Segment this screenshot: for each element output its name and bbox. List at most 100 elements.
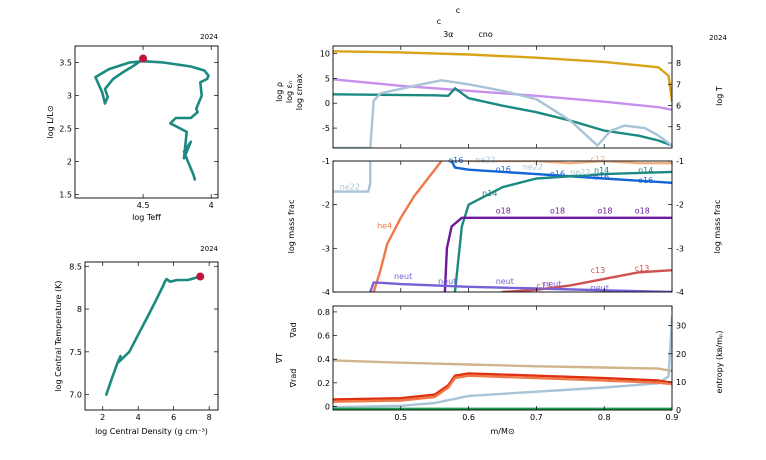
mid-species-label: n14 xyxy=(594,166,609,175)
bot-y2label: entropy (kʙ/mₚ) xyxy=(715,331,724,394)
rhot-xtick-label: 8 xyxy=(207,413,212,422)
bot-ylabel-1: ∇T xyxy=(275,353,284,364)
bot-ytick-label: 0.8 xyxy=(317,308,330,317)
bot-xlabel: m/M⊙ xyxy=(490,427,514,436)
bot-xtick-label: 0.5 xyxy=(394,413,407,422)
top-reaction-label-3: cno xyxy=(478,30,492,39)
mid-species-label: o18 xyxy=(635,206,650,215)
mid-series-o18 xyxy=(443,216,672,292)
bot-series-grad-ad xyxy=(333,359,672,373)
hr-ytick-label: 2 xyxy=(67,158,72,167)
top-ylabel-0: log ρ xyxy=(275,82,284,102)
bot-xtick-label: 0.6 xyxy=(462,413,475,422)
mid-species-label: o16 xyxy=(496,165,511,174)
profile-top-panel: -5 0 5 10 5 6 7 8 2024 log ρ log εₙ log εmax log T c c… xyxy=(275,6,727,149)
hr-frame xyxy=(74,45,219,199)
rhot-ytick-label: 7.0 xyxy=(69,391,82,400)
mid-ytick-right-label: -2 xyxy=(676,201,684,210)
top-ytick-label: 10 xyxy=(320,49,330,58)
mid-species-label: n14 xyxy=(482,189,497,198)
hr-ytick-label: 3 xyxy=(67,92,72,101)
mid-species-label: he4 xyxy=(377,222,392,231)
top-series-log-T xyxy=(333,50,672,103)
mid-species-label: neut xyxy=(543,279,561,288)
mid-species-label: o18 xyxy=(597,206,612,215)
rhot-current-marker xyxy=(196,272,205,281)
mid-ytick-label: -1 xyxy=(322,157,330,166)
rhot-xtick-label: 6 xyxy=(171,413,176,422)
top-frame xyxy=(332,45,673,149)
bot-ytick-right-label: 10 xyxy=(676,378,686,387)
mid-frame xyxy=(332,160,673,293)
mid-y2label: log mass frac xyxy=(713,200,722,254)
mid-ytick-label: -3 xyxy=(322,244,330,253)
mid-ytick-right-label: -3 xyxy=(676,244,684,253)
hr-current-marker xyxy=(139,54,148,63)
top-ytick-right-label: 6 xyxy=(676,102,681,111)
bot-ylabel-0: ∇ad xyxy=(289,322,298,338)
bot-series-grad-rad xyxy=(333,374,672,403)
top-reaction-label-2: 3α xyxy=(443,30,453,39)
rhot-year-label: 2024 xyxy=(200,245,218,253)
mid-species-label: c13 xyxy=(635,264,650,273)
mid-series-c13 xyxy=(501,269,672,292)
rhot-xtick-label: 4 xyxy=(136,413,141,422)
rhot-xlabel: log Central Density (g cm⁻³) xyxy=(95,427,208,436)
bot-xtick-label: 0.7 xyxy=(530,413,543,422)
bot-ytick-right-label: 0 xyxy=(676,406,681,415)
hr-xlabel: log Teff xyxy=(132,213,161,222)
bot-ytick-right-label: 30 xyxy=(676,322,686,331)
hr-ylabel: log L/L⊙ xyxy=(46,105,55,138)
hr-ytick-label: 3.5 xyxy=(59,59,72,68)
rhot-xtick-label: 2 xyxy=(100,413,105,422)
top-reaction-label-0: c xyxy=(456,6,460,15)
top-year-label: 2024 xyxy=(709,34,727,42)
top-ylabel-2: log εmax xyxy=(295,73,304,110)
mid-species-label: neut xyxy=(591,283,609,292)
bot-ytick-label: 0 xyxy=(325,402,330,411)
rhot-ylabel: log Central Temperature (K) xyxy=(54,280,63,391)
mid-species-label: o18 xyxy=(496,206,511,215)
hr-ytick-label: 1.5 xyxy=(59,191,72,200)
bot-series-grad-T xyxy=(333,372,672,401)
rhot-ytick-label: 8.5 xyxy=(69,262,82,271)
bot-series-entropy xyxy=(333,316,672,409)
mid-species-label: neut xyxy=(496,277,514,286)
bot-series-group xyxy=(333,316,672,410)
top-ytick-label: 0 xyxy=(325,99,330,108)
mid-series-c12 xyxy=(467,161,672,165)
mid-ylabel: log mass frac xyxy=(287,200,296,254)
bot-ytick-label: 0.2 xyxy=(317,379,330,388)
mid-species-label: c13 xyxy=(591,266,606,275)
mid-series-o16 xyxy=(450,161,672,185)
top-y2label: log T xyxy=(715,86,724,106)
mid-species-label: ne22 xyxy=(475,155,495,164)
mid-species-label: o16 xyxy=(550,170,565,179)
top-series-log-eps-max xyxy=(333,79,672,148)
hr-ytick-label: 2.5 xyxy=(59,125,72,134)
central-rho-t-panel: 2 4 6 8 7.0 7.5 8 8.5 2024 log Central Density (g… xyxy=(54,245,219,436)
top-series-log-eps-nuc xyxy=(333,87,672,147)
mid-ytick-right-label: -4 xyxy=(676,288,684,297)
top-ytick-label: 5 xyxy=(325,74,330,83)
mid-species-label: neut xyxy=(394,272,412,281)
rhot-track-line xyxy=(105,275,202,396)
top-ylabel-1: log εₙ xyxy=(285,81,294,103)
mid-species-label: o18 xyxy=(550,206,565,215)
mid-species-label: o16 xyxy=(638,176,653,185)
bot-xtick-label: 0.8 xyxy=(598,413,611,422)
mid-species-label: n14 xyxy=(638,166,653,175)
mid-species-label: c13 xyxy=(536,282,551,291)
mid-series-ne22 xyxy=(333,161,372,193)
mid-species-label: ne22 xyxy=(340,182,360,191)
top-series-group xyxy=(333,50,672,148)
gradients-panel: 0.5 0.6 0.7 0.8 0.900.20.40.60.80102030m/M⊙∇… xyxy=(275,305,724,436)
bot-frame xyxy=(332,305,673,411)
bot-ytick-label: 0.4 xyxy=(317,355,330,364)
top-reaction-label-1: c xyxy=(437,17,441,26)
mid-species-label: o16 xyxy=(594,172,609,181)
rhot-frame xyxy=(84,261,219,411)
mid-species-label: neut xyxy=(438,277,456,286)
mid-species-label: ne22 xyxy=(523,163,543,172)
